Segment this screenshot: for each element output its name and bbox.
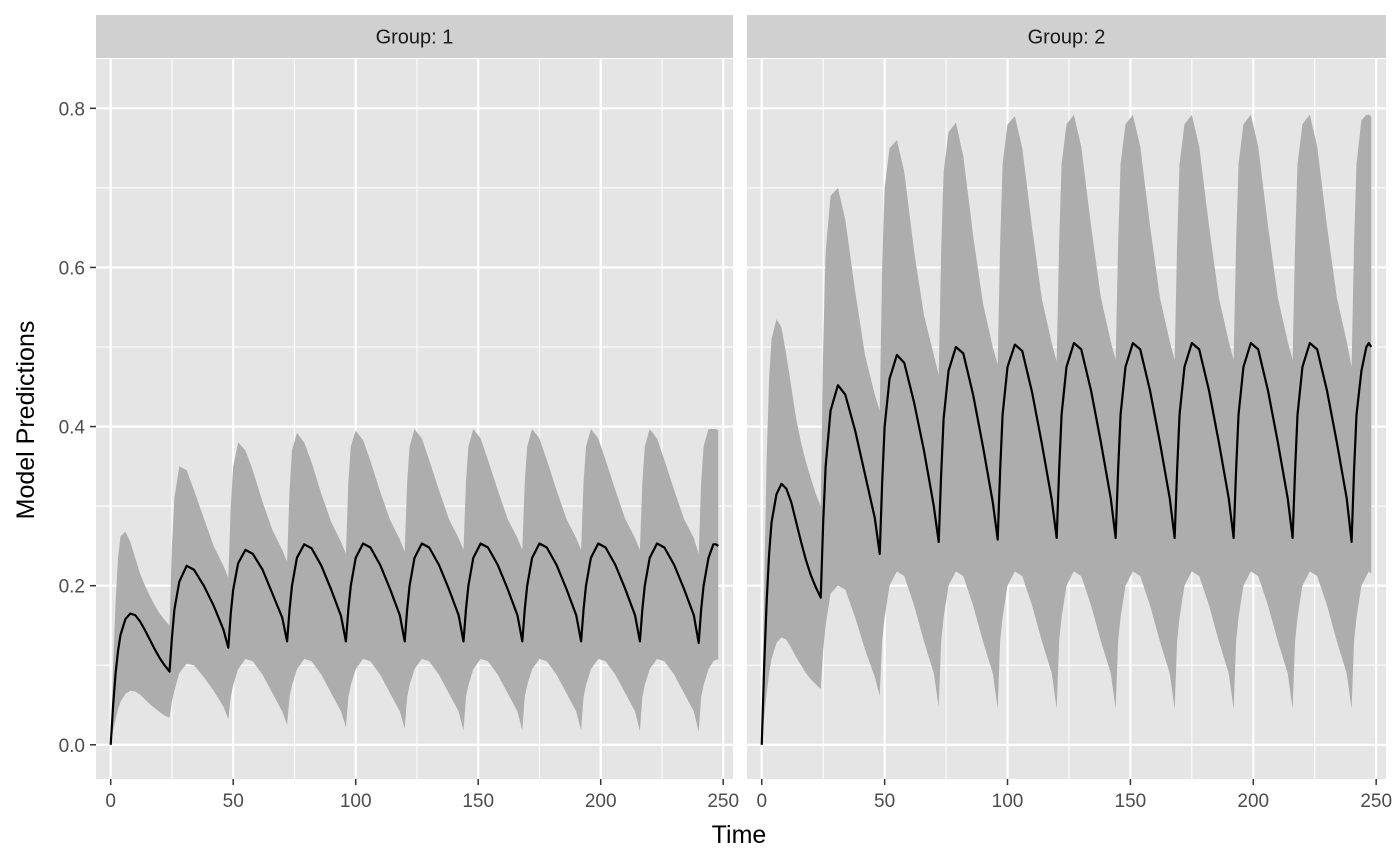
- x-tick-label: 100: [992, 791, 1024, 812]
- x-tick-label: 150: [462, 791, 494, 812]
- x-axis: 0 50 100 150 200 250 0 50 100 150 200 250: [105, 779, 1392, 812]
- x-tick-label: 150: [1115, 791, 1147, 812]
- x-tick-label: 50: [223, 791, 244, 812]
- strip-label: Group: 2: [1028, 27, 1106, 49]
- prediction-line: [109, 542, 719, 745]
- y-tick-label: 0.6: [59, 258, 85, 279]
- y-tick-label: 0.0: [59, 736, 85, 757]
- x-tick-label: 0: [756, 791, 767, 812]
- y-axis-title: Model Predictions: [12, 321, 40, 520]
- prediction-interval-ribbon: [761, 114, 1372, 745]
- x-tick-label: 100: [340, 791, 372, 812]
- y-tick-label: 0.2: [59, 577, 85, 598]
- x-tick-label: 50: [874, 791, 895, 812]
- strip-label: Group: 1: [376, 27, 454, 49]
- panel-1: Group: 1: [96, 15, 733, 779]
- x-tick-label: 200: [1237, 791, 1269, 812]
- panels-layer: Group: 1 Group: 2: [96, 15, 1386, 779]
- prediction-line: [760, 341, 1373, 745]
- x-axis-title: Time: [712, 821, 767, 849]
- x-tick-label: 200: [585, 791, 617, 812]
- strip-background: [747, 15, 1386, 58]
- x-tick-label: 250: [1360, 791, 1392, 812]
- panel-2: Group: 2: [747, 15, 1386, 779]
- y-tick-label: 0.4: [59, 418, 86, 439]
- y-tick-label: 0.8: [59, 99, 85, 120]
- prediction-interval-ribbon: [110, 428, 719, 745]
- x-tick-label: 250: [707, 791, 739, 812]
- strip-background: [96, 15, 733, 58]
- x-tick-label: 0: [105, 791, 116, 812]
- y-axis: 0.0 0.2 0.4 0.6 0.8: [59, 99, 96, 757]
